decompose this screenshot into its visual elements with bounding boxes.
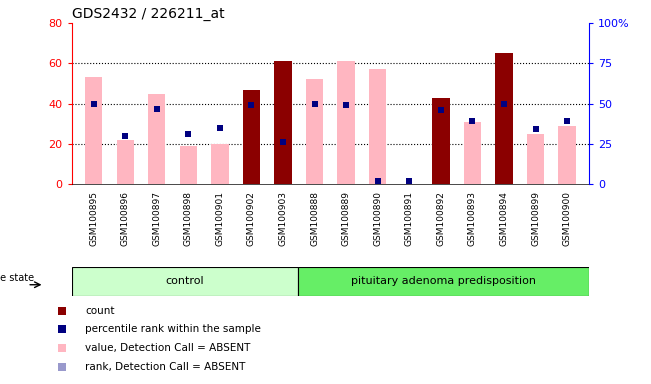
- Text: rank, Detection Call = ABSENT: rank, Detection Call = ABSENT: [85, 362, 245, 372]
- Text: GSM100890: GSM100890: [373, 191, 382, 246]
- Text: GSM100899: GSM100899: [531, 191, 540, 246]
- Bar: [72, 267, 298, 296]
- Bar: [274, 158, 292, 184]
- Text: percentile rank within the sample: percentile rank within the sample: [85, 324, 261, 334]
- Text: pituitary adenoma predisposition: pituitary adenoma predisposition: [351, 276, 536, 286]
- Text: GSM100902: GSM100902: [247, 191, 256, 246]
- Bar: [559, 126, 575, 184]
- Text: GSM100900: GSM100900: [562, 191, 572, 246]
- Text: GSM100895: GSM100895: [89, 191, 98, 246]
- Text: GSM100901: GSM100901: [215, 191, 225, 246]
- Bar: [212, 144, 229, 184]
- Bar: [369, 70, 387, 184]
- Bar: [432, 98, 449, 184]
- Bar: [117, 140, 134, 184]
- Text: GSM100894: GSM100894: [499, 191, 508, 246]
- Text: value, Detection Call = ABSENT: value, Detection Call = ABSENT: [85, 343, 251, 353]
- Bar: [337, 61, 355, 184]
- Text: disease state: disease state: [0, 273, 35, 283]
- Text: GSM100896: GSM100896: [120, 191, 130, 246]
- Bar: [306, 79, 324, 184]
- Text: GSM100897: GSM100897: [152, 191, 161, 246]
- Text: GDS2432 / 226211_at: GDS2432 / 226211_at: [72, 7, 224, 21]
- Text: GSM100891: GSM100891: [405, 191, 414, 246]
- Bar: [298, 267, 589, 296]
- Bar: [180, 146, 197, 184]
- Text: GSM100888: GSM100888: [310, 191, 319, 246]
- Text: count: count: [85, 306, 115, 316]
- Bar: [527, 134, 544, 184]
- Text: control: control: [165, 276, 204, 286]
- Bar: [495, 53, 512, 184]
- Bar: [148, 94, 165, 184]
- Text: GSM100898: GSM100898: [184, 191, 193, 246]
- Text: GSM100903: GSM100903: [279, 191, 288, 246]
- Bar: [274, 61, 292, 184]
- Bar: [464, 122, 481, 184]
- Text: GSM100893: GSM100893: [468, 191, 477, 246]
- Text: GSM100892: GSM100892: [436, 191, 445, 246]
- Bar: [243, 89, 260, 184]
- Text: GSM100889: GSM100889: [342, 191, 351, 246]
- Bar: [85, 78, 102, 184]
